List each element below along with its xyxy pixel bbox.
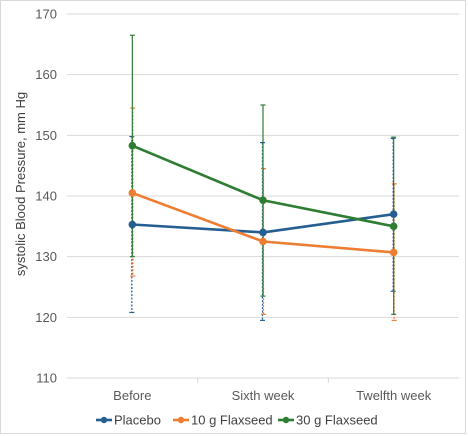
y-axis-title: systolic Blood Pressure, mm Hg: [13, 92, 28, 276]
legend-label: Placebo: [114, 413, 161, 428]
x-category-label: Before: [113, 388, 151, 403]
data-point: [259, 228, 267, 237]
y-tick-label: 170: [35, 7, 57, 22]
legend-label: 10 g Flaxseed: [191, 413, 273, 428]
data-points: [128, 141, 398, 257]
y-tick-label: 160: [35, 67, 57, 82]
x-category-label: Sixth week: [232, 388, 295, 403]
data-point: [389, 222, 398, 231]
y-tick-label: 130: [35, 249, 57, 264]
x-axis-categories: Before Sixth week Twelfth week: [113, 388, 432, 403]
legend-label: 30 g Flaxseed: [296, 413, 378, 428]
data-point: [128, 141, 137, 150]
data-point: [128, 189, 137, 197]
data-point: [259, 237, 267, 246]
data-point: [259, 196, 267, 205]
x-category-label: Twelfth week: [356, 388, 432, 403]
legend-swatch-marker: [282, 416, 290, 424]
legend: Placebo 10 g Flaxseed 30 g Flaxseed: [96, 413, 378, 428]
y-tick-label: 110: [36, 371, 57, 386]
y-tick-label: 120: [35, 310, 57, 325]
legend-swatch-marker: [177, 416, 185, 424]
legend-swatch-marker: [100, 416, 108, 424]
data-point: [389, 210, 398, 218]
error-bars: [129, 34, 397, 321]
data-point: [389, 248, 398, 257]
y-tick-label: 150: [35, 128, 57, 143]
data-point: [128, 220, 137, 229]
y-tick-label: 140: [35, 189, 57, 204]
y-axis-ticks: 110 120 130 140 150 160 170: [35, 7, 57, 386]
